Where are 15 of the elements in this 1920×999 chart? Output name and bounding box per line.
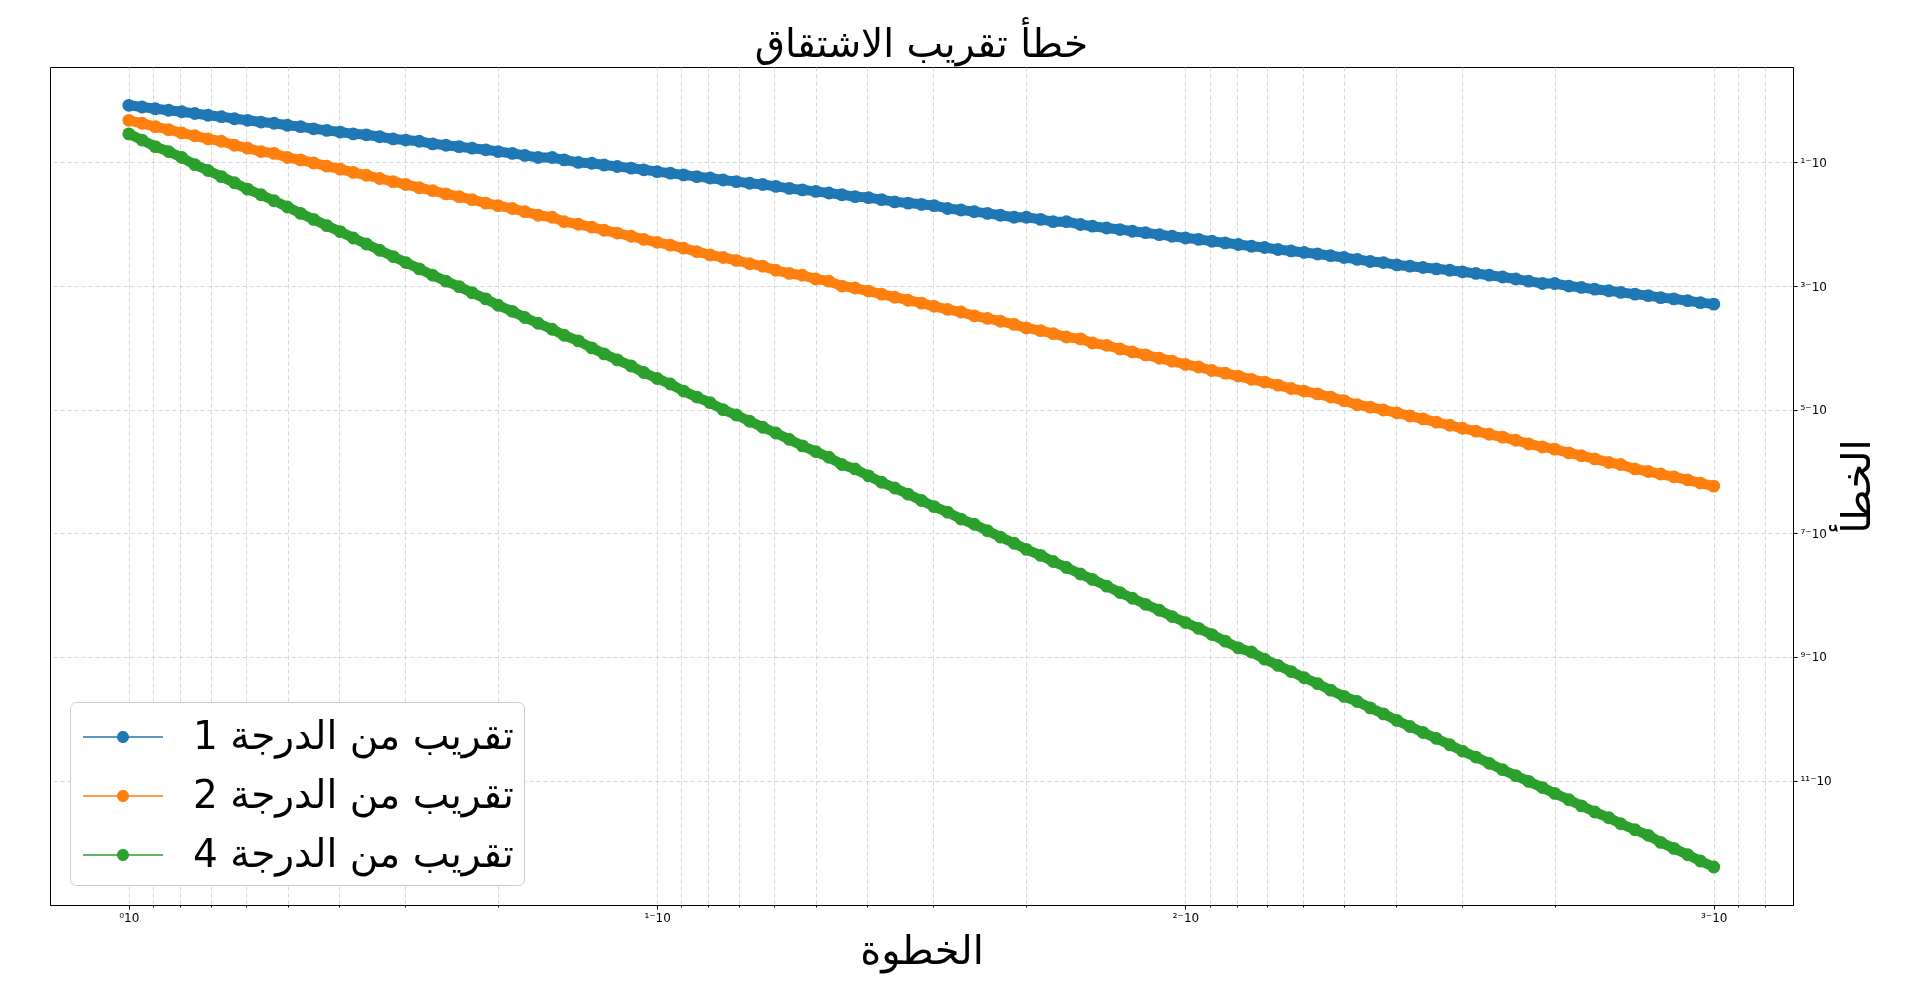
y-tick-label: 10⁻⁹ xyxy=(1800,650,1827,665)
y-tick-label: 10⁻⁵ xyxy=(1800,403,1827,418)
y-tick-label: 10⁻⁷ xyxy=(1800,526,1827,541)
y-tick-label: 10⁻³ xyxy=(1800,279,1827,294)
legend-label: تقريب من الدرجة 2 xyxy=(193,772,514,818)
x-tick-label: 10⁻¹ xyxy=(644,910,671,925)
y-tick-label: 10⁻¹ xyxy=(1800,155,1827,170)
legend-label: تقريب من الدرجة 4 xyxy=(193,831,514,877)
chart-title: خطأ تقريب الاشتقاق xyxy=(754,17,1089,67)
x-tick-label: 10⁻² xyxy=(1172,910,1200,925)
y-tick-label: 10⁻¹¹ xyxy=(1800,774,1832,789)
x-tick-label: 10⁰ xyxy=(119,910,140,925)
x-axis-title: الخطوة xyxy=(860,926,984,974)
legend-label: تقريب من الدرجة 1 xyxy=(193,713,514,759)
x-tick-label: 10⁻³ xyxy=(1701,910,1728,925)
